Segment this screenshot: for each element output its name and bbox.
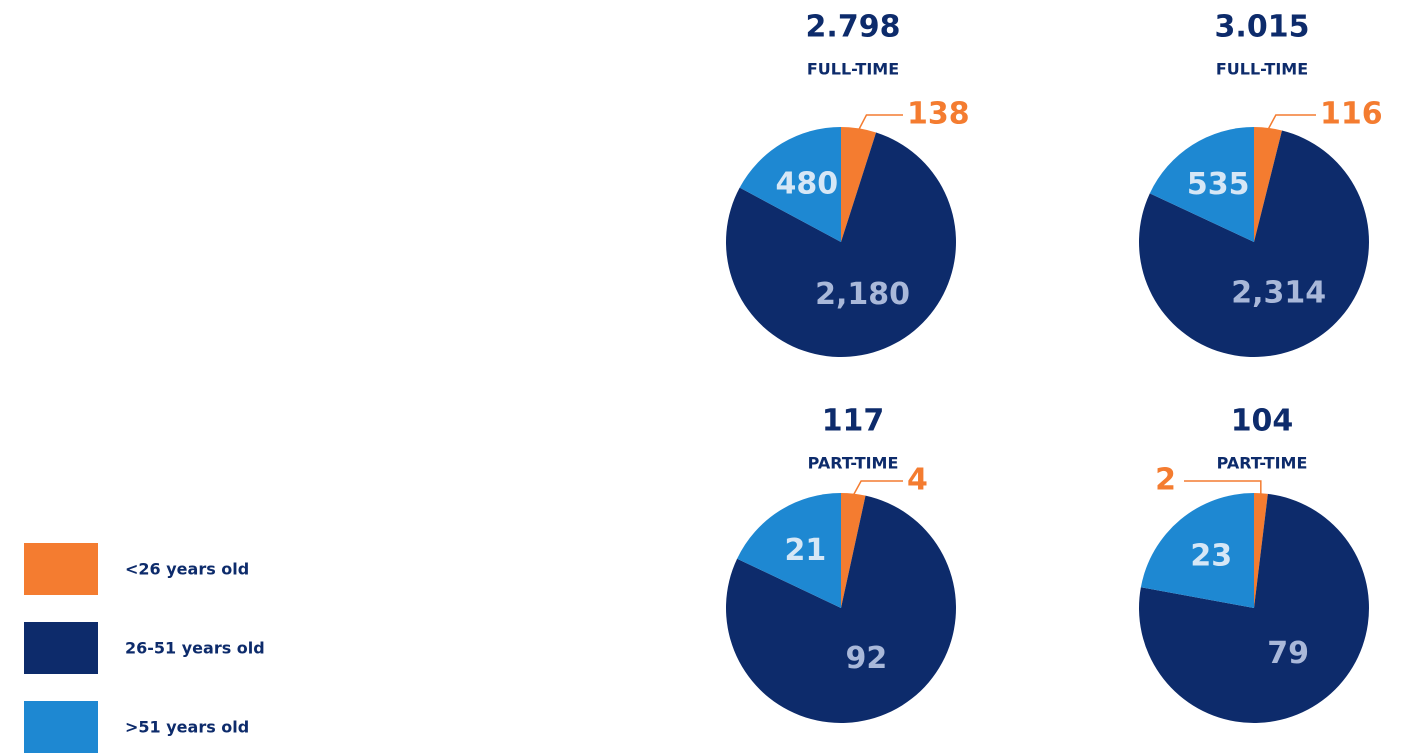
legend-swatch xyxy=(24,622,98,674)
chart-subtitle: PART-TIME xyxy=(808,454,899,473)
leader-line xyxy=(852,480,903,497)
legend-label: <26 years old xyxy=(125,560,249,579)
pie-slice xyxy=(1139,493,1369,723)
data-label: 138 xyxy=(907,97,970,132)
data-label: 2,314 xyxy=(1231,275,1326,310)
data-label: 21 xyxy=(784,533,826,568)
chart-subtitle: FULL-TIME xyxy=(807,60,899,79)
data-label: 2,180 xyxy=(815,277,910,312)
pie-slice xyxy=(1149,127,1254,242)
pie-slice xyxy=(725,495,956,723)
pie-slice xyxy=(1254,493,1268,608)
data-label: 92 xyxy=(845,641,887,676)
leader-line xyxy=(1184,480,1262,496)
data-label: 535 xyxy=(1187,167,1250,202)
chart-subtitle: PART-TIME xyxy=(1217,454,1308,473)
pie-slice xyxy=(1140,493,1254,608)
pie-slice xyxy=(737,493,841,608)
data-label: 23 xyxy=(1190,538,1232,573)
legend-swatch xyxy=(24,701,98,753)
data-label: 4 xyxy=(907,463,928,498)
legend-swatch xyxy=(24,543,98,595)
pie-slice xyxy=(739,127,841,242)
data-label: 2 xyxy=(1155,463,1176,498)
chart-title: 104 xyxy=(1231,404,1294,439)
pie-slice xyxy=(841,127,877,242)
legend-label: >51 years old xyxy=(125,718,249,737)
pie-slice xyxy=(1254,127,1282,242)
legend-label: 26-51 years old xyxy=(125,639,265,658)
data-label: 116 xyxy=(1320,97,1383,132)
chart-title: 2.798 xyxy=(806,10,901,45)
leader-line xyxy=(1267,114,1316,131)
pie-slice xyxy=(841,493,866,608)
data-label: 79 xyxy=(1267,636,1309,671)
pie-slice xyxy=(1139,130,1369,357)
chart-subtitle: FULL-TIME xyxy=(1216,60,1308,79)
leader-line xyxy=(857,114,903,131)
chart-title: 3.015 xyxy=(1215,10,1310,45)
pie-slice xyxy=(726,132,957,357)
chart-title: 117 xyxy=(822,404,885,439)
data-label: 480 xyxy=(775,166,838,201)
